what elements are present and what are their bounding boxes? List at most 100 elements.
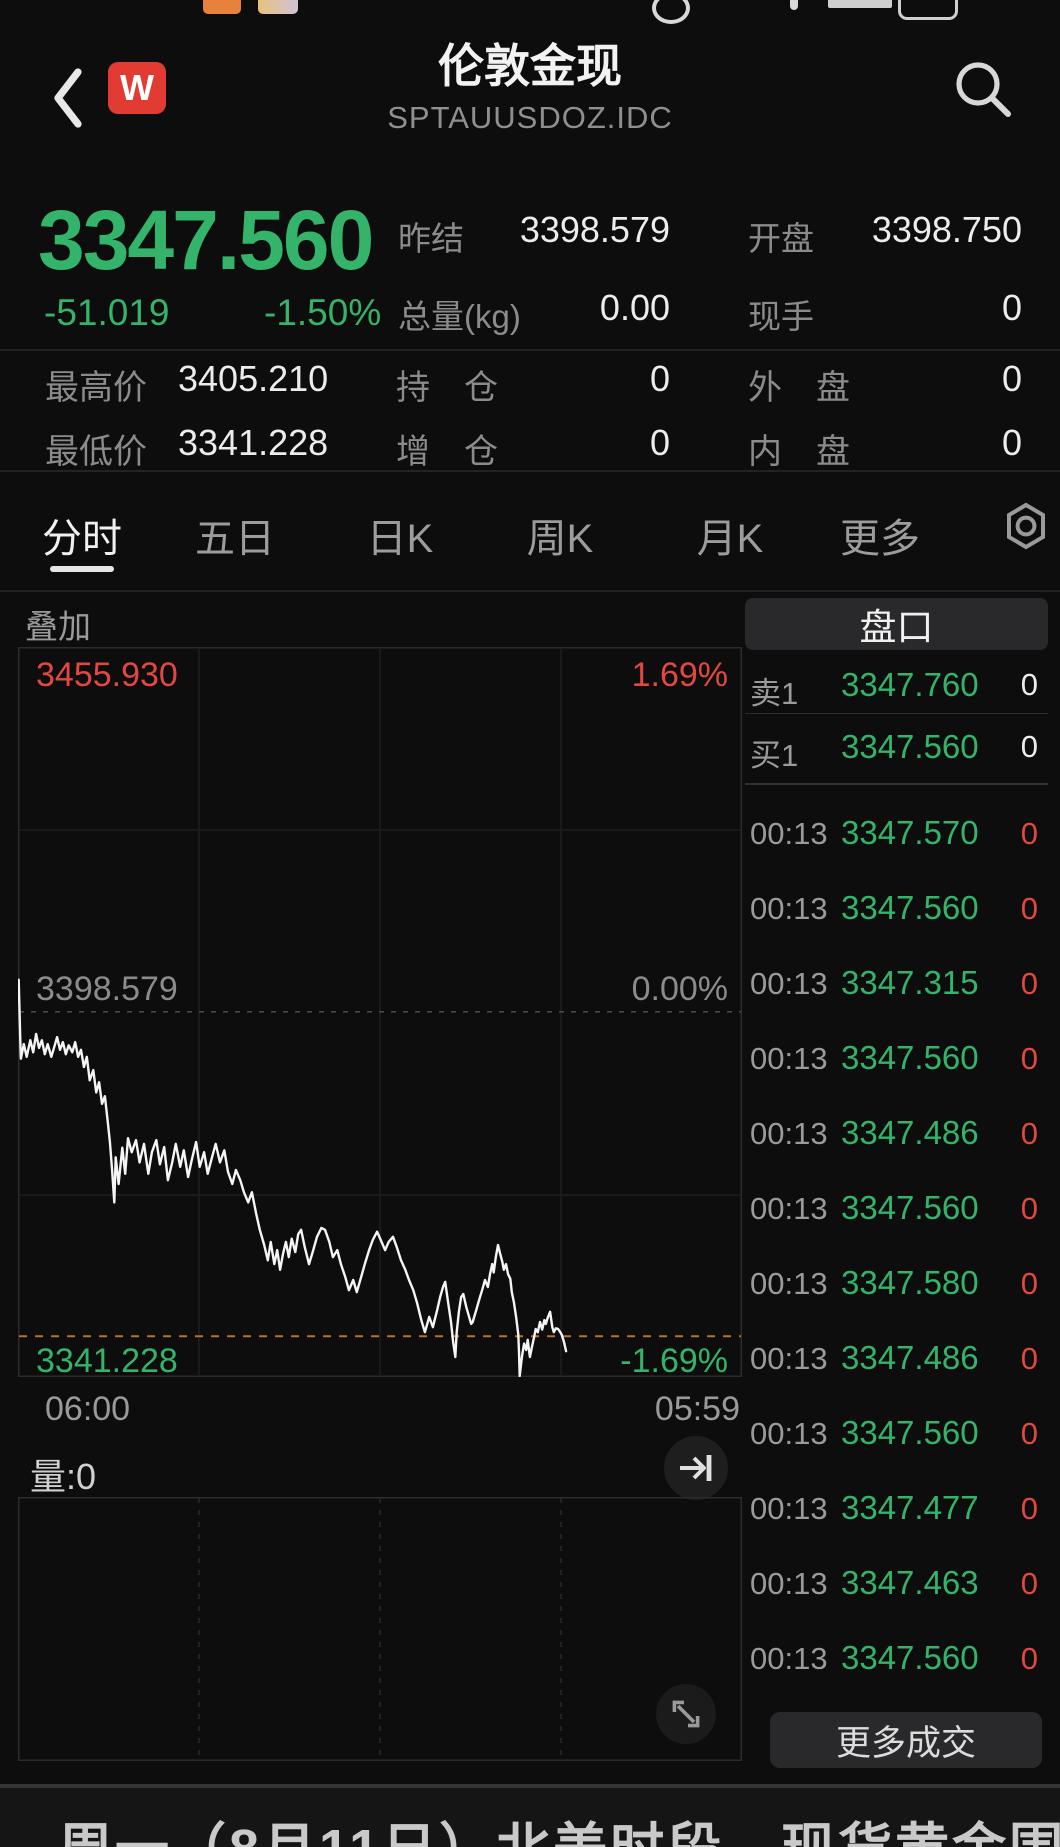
trade-qty: 0 (1020, 891, 1038, 926)
trade-price: 3347.315 (841, 964, 979, 1001)
field-value-volume: 0.00 (599, 287, 670, 328)
news-strip[interactable]: 周一（8月11日）北美时段，现货黄金围绕3355 (0, 1788, 1060, 1847)
chart-high-label: 3455.930 (36, 656, 178, 694)
trade-row: 00:13 3347.560 0 (745, 1395, 1048, 1470)
trade-row: 00:13 3347.560 0 (745, 1620, 1048, 1695)
chart-low-label: 3341.228 (36, 1342, 178, 1380)
field-label-low: 最低价 (45, 433, 147, 471)
bid-price: 3347.560 (841, 728, 979, 765)
field-label-open-interest: 持 仓 (396, 369, 498, 407)
field-label-cur-lot: 现手 (748, 298, 814, 335)
trade-row: 00:13 3347.580 0 (745, 1245, 1048, 1320)
page-title: 伦敦金现 (438, 40, 622, 92)
time-axis-start: 06:00 (45, 1390, 131, 1428)
trade-list: 00:13 3347.570 0 00:13 3347.560 0 00:13 3347.… (745, 795, 1048, 1695)
trade-price: 3347.580 (841, 1264, 979, 1301)
trade-row: 00:13 3347.486 0 (745, 1095, 1048, 1170)
trade-price: 3347.477 (841, 1489, 979, 1526)
wind-app-badge[interactable]: W (108, 62, 166, 114)
trade-qty: 0 (1020, 1116, 1038, 1151)
field-value-open: 3398.750 (871, 209, 1022, 250)
trade-qty: 0 (1020, 816, 1038, 851)
trade-price: 3347.486 (841, 1114, 979, 1151)
trade-time: 00:13 (750, 1116, 828, 1151)
expand-chart-button[interactable] (656, 1684, 716, 1744)
field-value-add-interest: 0 (649, 422, 670, 463)
trade-price: 3347.463 (841, 1564, 979, 1601)
trade-time: 00:13 (750, 1191, 828, 1226)
bid-label: 买1 (750, 738, 799, 773)
field-label-open: 开盘 (748, 220, 814, 257)
signal-icon (790, 0, 798, 10)
trade-price: 3347.560 (841, 889, 979, 926)
bid-row: 买1 3347.560 0 (745, 722, 1048, 774)
clock-icon (652, 0, 690, 24)
field-value-inner-disc: 0 (1001, 422, 1022, 463)
field-label-outer-disc: 外 盘 (748, 369, 850, 407)
trade-row: 00:13 3347.570 0 (745, 795, 1048, 870)
trade-qty: 0 (1020, 1341, 1038, 1376)
more-trades-button[interactable]: 更多成交 (770, 1712, 1042, 1768)
volume-chart[interactable] (18, 1497, 742, 1761)
tab-daily-k[interactable]: 日K (366, 517, 434, 561)
goto-latest-button[interactable] (664, 1436, 728, 1500)
trade-time: 00:13 (750, 1041, 828, 1076)
ask-label: 卖1 (750, 676, 799, 711)
trade-qty: 0 (1020, 1041, 1038, 1076)
tab-5day[interactable]: 五日 (195, 517, 275, 561)
chevron-left-icon (54, 68, 82, 128)
field-value-low: 3341.228 (178, 422, 329, 463)
tab-weekly-k[interactable]: 周K (526, 517, 594, 561)
trade-row: 00:13 3347.463 0 (745, 1545, 1048, 1620)
back-button[interactable] (46, 66, 90, 130)
trade-time: 00:13 (750, 816, 828, 851)
field-label-add-interest: 增 仓 (396, 433, 498, 471)
active-tab-underline (50, 566, 114, 572)
volume-readout: 量:0 (30, 1456, 97, 1497)
search-button[interactable] (952, 58, 1014, 120)
price-line (17, 978, 568, 1378)
trade-price: 3347.570 (841, 814, 979, 851)
expand-diagonal-icon (672, 1700, 700, 1728)
field-label-prev-settle: 昨结 (398, 220, 464, 257)
chart-mid-pct-label: 0.00% (631, 970, 728, 1008)
chart-settings-button[interactable] (1000, 500, 1052, 552)
tab-monthly-k[interactable]: 月K (696, 517, 764, 561)
signal-icon-bars (828, 0, 892, 8)
divider (0, 1784, 1060, 1788)
trade-time: 00:13 (750, 966, 828, 1001)
divider (0, 590, 1060, 592)
trade-time: 00:13 (750, 1341, 828, 1376)
trade-qty: 0 (1020, 1416, 1038, 1451)
trade-qty: 0 (1020, 1266, 1038, 1301)
trade-price: 3347.560 (841, 1189, 979, 1226)
skip-to-end-icon (680, 1455, 712, 1481)
order-book-header[interactable]: 盘口 (745, 598, 1048, 650)
field-label-inner-disc: 内 盘 (748, 433, 850, 471)
overlay-compare-button[interactable]: 叠加 (25, 608, 91, 645)
trade-time: 00:13 (750, 1416, 828, 1451)
trade-row: 00:13 3347.486 0 (745, 1320, 1048, 1395)
time-axis-end: 05:59 (654, 1390, 740, 1428)
field-label-high: 最高价 (45, 369, 147, 407)
field-value-prev-settle: 3398.579 (519, 209, 670, 250)
instrument-code: SPTAUUSDOZ.IDC (387, 100, 673, 135)
trade-row: 00:13 3347.560 0 (745, 1170, 1048, 1245)
intraday-chart[interactable] (17, 647, 742, 1378)
trade-time: 00:13 (750, 1566, 828, 1601)
bid-qty: 0 (1020, 729, 1038, 764)
news-headline: 周一（8月11日）北美时段，现货黄金围绕3355 (58, 1804, 1060, 1847)
trade-price: 3347.486 (841, 1339, 979, 1376)
ask-price: 3347.760 (841, 666, 979, 703)
trade-qty: 0 (1020, 1191, 1038, 1226)
divider (0, 470, 1060, 472)
trade-time: 00:13 (750, 1266, 828, 1301)
ask-row: 卖1 3347.760 0 (745, 660, 1048, 712)
tab-minute[interactable]: 分时 (42, 517, 122, 561)
price-change: -51.019 (44, 292, 170, 333)
tab-more[interactable]: 更多 (840, 517, 920, 561)
field-value-high: 3405.210 (178, 358, 329, 399)
field-value-open-interest: 0 (649, 358, 670, 399)
ask-qty: 0 (1020, 667, 1038, 702)
